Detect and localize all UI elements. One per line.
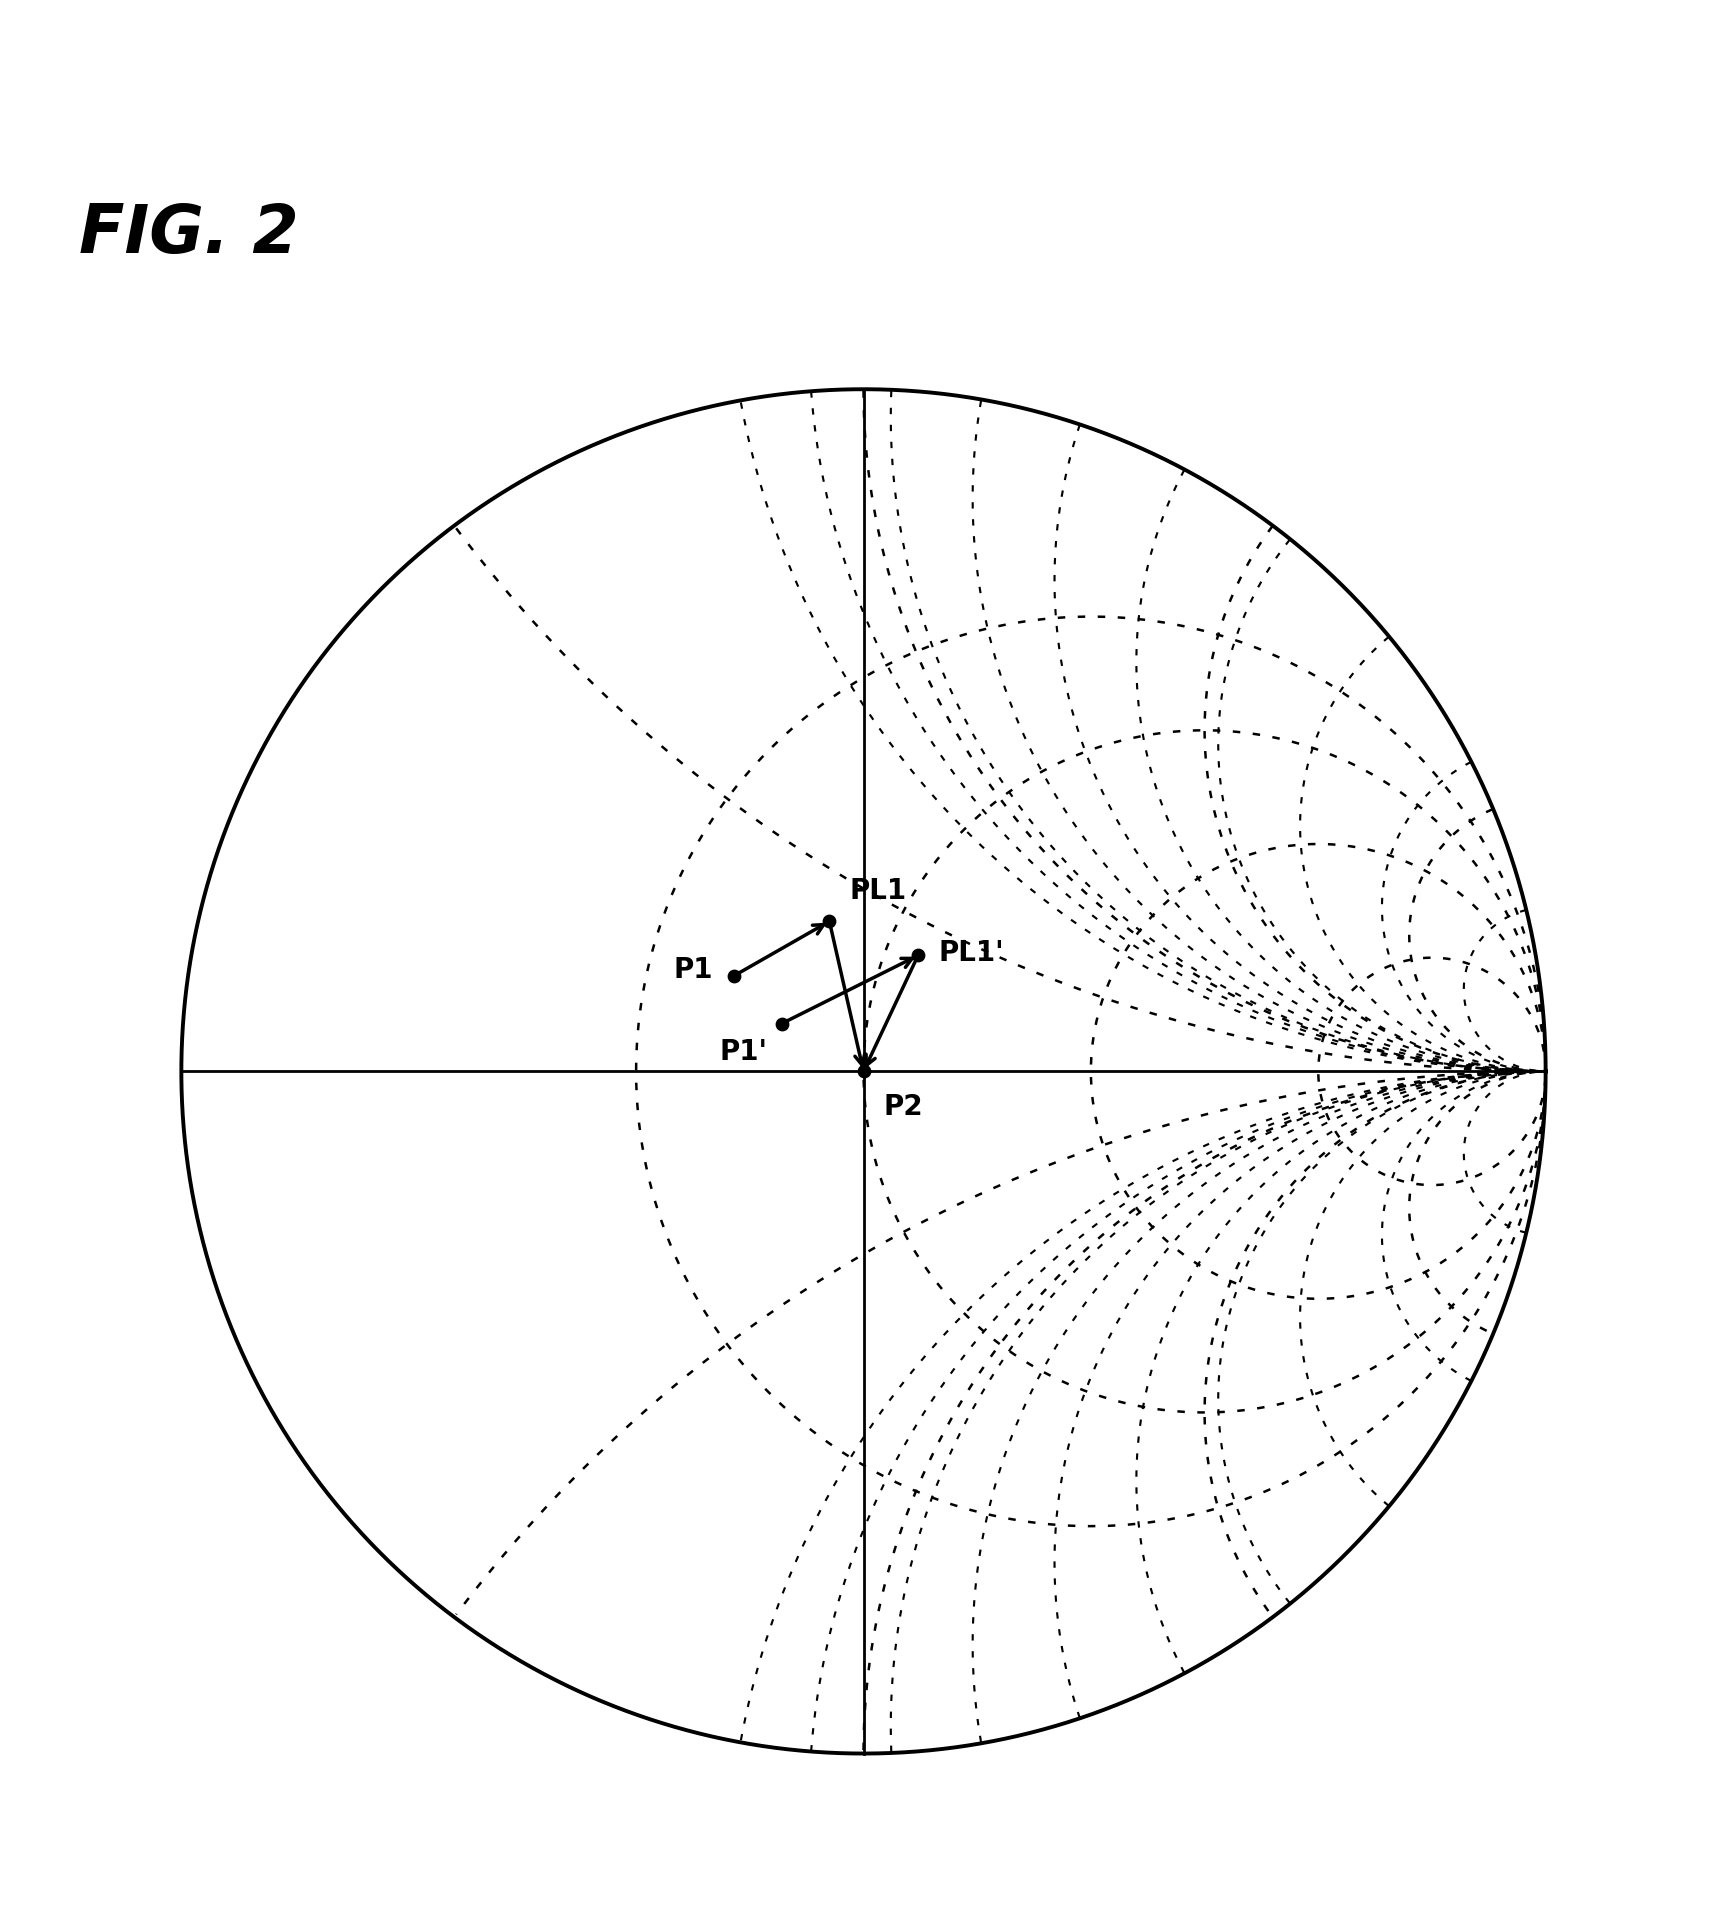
- Point: [850, 1057, 877, 1088]
- Text: FIG. 2: FIG. 2: [79, 202, 299, 267]
- Point: [905, 941, 933, 972]
- Text: P1: P1: [674, 956, 713, 983]
- Text: PL1: PL1: [850, 876, 907, 905]
- Text: P1': P1': [720, 1038, 769, 1065]
- Point: [769, 1010, 796, 1040]
- Point: [720, 962, 748, 993]
- Text: P2: P2: [884, 1092, 924, 1120]
- Text: PL1': PL1': [938, 939, 1003, 966]
- Point: [815, 907, 843, 937]
